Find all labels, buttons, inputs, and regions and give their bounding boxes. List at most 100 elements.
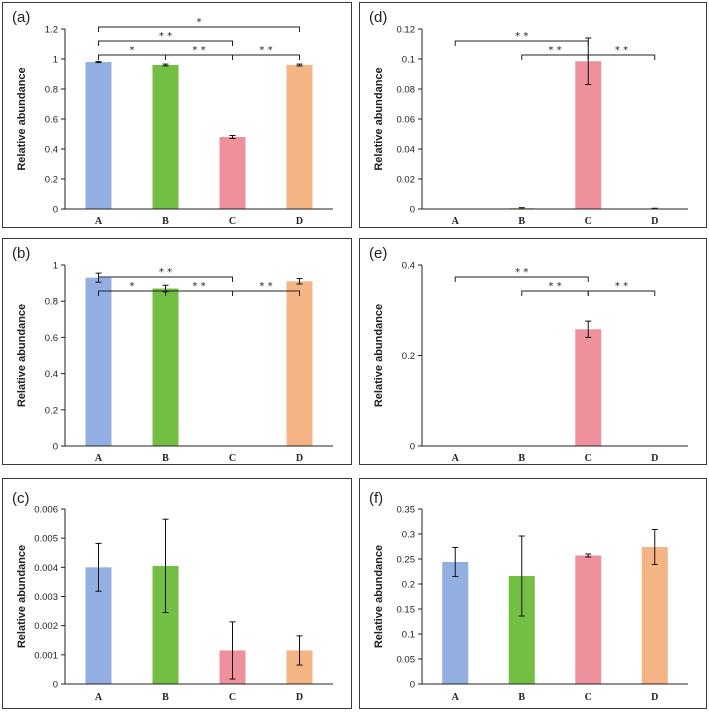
y-tick-label: 0.004 <box>34 563 58 574</box>
panel-b: (b) Relative abundance 0 0.2 0.4 0.6 0.8 1 A B C D *… <box>2 238 352 465</box>
significance-label: * * <box>192 45 205 56</box>
y-tick-label: 0.2 <box>45 405 58 416</box>
bar-c <box>575 555 602 684</box>
y-tick-label: 0.001 <box>34 650 58 661</box>
bar-c <box>219 137 246 209</box>
x-tick-label: A <box>452 453 460 464</box>
y-tick-label: 0.35 <box>397 505 416 516</box>
y-tick-label: 0.6 <box>45 115 58 126</box>
significance-label: * * <box>615 45 628 56</box>
y-tick-label: 0.4 <box>45 369 58 380</box>
y-tick-label: 0.3 <box>402 530 415 541</box>
y-tick-label: 1 <box>53 261 58 272</box>
y-tick-label: 0.25 <box>397 555 416 566</box>
x-tick-label: C <box>229 692 236 703</box>
bar-c <box>575 61 602 209</box>
significance-bracket <box>587 54 656 60</box>
x-tick-label: B <box>162 692 169 703</box>
significance-bracket <box>98 40 233 46</box>
x-tick-label: D <box>296 453 303 464</box>
x-tick-label: C <box>229 216 236 227</box>
chart-d: (d) Relative abundance 0 0.02 0.04 0.06 0.08 0.… <box>369 9 688 227</box>
y-tick-label: 0.02 <box>397 175 416 186</box>
bar-b <box>152 65 179 209</box>
x-tick-label: A <box>452 692 460 703</box>
y-tick-label: 0.04 <box>397 145 416 156</box>
panel-label: (a) <box>12 9 30 26</box>
y-tick-label: 0.2 <box>45 175 58 186</box>
bar-a <box>85 62 112 209</box>
bar-d <box>286 65 313 209</box>
x-tick-label: D <box>651 692 658 703</box>
x-tick-label: B <box>162 453 169 464</box>
panel-label: (e) <box>369 245 387 262</box>
bar-b <box>152 288 179 446</box>
significance-label: * * <box>259 45 272 56</box>
y-tick-label: 0.15 <box>397 605 416 616</box>
y-tick-label: 0.06 <box>397 115 416 126</box>
x-tick-label: D <box>296 692 303 703</box>
y-axis-label: Relative abundance <box>16 67 28 170</box>
y-tick-label: 0.006 <box>34 505 58 516</box>
x-tick-label: C <box>585 692 592 703</box>
y-tick-label: 0.003 <box>34 592 58 603</box>
significance-label: * * <box>548 45 561 56</box>
y-tick-label: 0.8 <box>45 297 58 308</box>
y-tick-label: 0.4 <box>45 145 58 156</box>
significance-bracket <box>232 54 300 60</box>
significance-label: * * <box>615 281 628 292</box>
y-tick-label: 0 <box>410 442 415 453</box>
x-tick-label: A <box>95 692 103 703</box>
y-axis-label: Relative abundance <box>373 304 385 407</box>
y-tick-label: 1 <box>53 55 58 66</box>
significance-label: * * <box>515 267 528 278</box>
x-tick-label: C <box>585 453 592 464</box>
y-tick-label: 0.1 <box>402 55 415 66</box>
y-axis-label: Relative abundance <box>373 545 385 648</box>
significance-label: * <box>197 17 202 28</box>
x-tick-label: B <box>162 216 169 227</box>
significance-bracket <box>454 40 589 46</box>
x-tick-label: C <box>229 453 236 464</box>
panel-label: (b) <box>12 245 30 262</box>
panel-label: (f) <box>369 490 383 507</box>
y-tick-label: 0.1 <box>402 630 415 641</box>
significance-bracket <box>454 276 589 282</box>
y-tick-label: 0 <box>53 442 58 453</box>
bar-a <box>442 562 469 684</box>
panel-f: (f) Relative abundance 0 0.05 0.1 0.15 0.2 0.25… <box>359 478 707 709</box>
x-tick-label: B <box>518 453 525 464</box>
y-tick-label: 0.8 <box>45 85 58 96</box>
y-tick-label: 0.12 <box>397 25 416 36</box>
significance-label: * * <box>192 281 205 292</box>
significance-bracket <box>98 276 233 282</box>
bar-a <box>85 277 112 446</box>
x-tick-label: A <box>95 216 103 227</box>
chart-b: (b) Relative abundance 0 0.2 0.4 0.6 0.8 1 A B C D *… <box>12 245 333 464</box>
x-tick-label: A <box>452 216 460 227</box>
significance-label: * <box>130 281 135 292</box>
y-tick-label: 0.002 <box>34 621 58 632</box>
bar-d <box>641 547 668 684</box>
y-axis-label: Relative abundance <box>16 304 28 407</box>
panel-c: (c) Relative abundance 0 0.001 0.002 0.003 0.0… <box>2 478 352 709</box>
panel-e: (e) Relative abundance 0 0.2 0.4 A B C D * * * * * … <box>359 238 707 465</box>
y-tick-label: 0.2 <box>402 580 415 591</box>
significance-label: * <box>130 45 135 56</box>
significance-label: * * <box>515 31 528 42</box>
y-tick-label: 0 <box>410 680 415 691</box>
y-axis-label: Relative abundance <box>16 545 28 648</box>
x-tick-label: D <box>651 453 658 464</box>
significance-bracket <box>587 290 656 296</box>
x-tick-label: D <box>651 216 658 227</box>
chart-a: (a) Relative abundance 0 0.2 0.4 0.6 0.8 1 1.2 A B… <box>12 9 333 227</box>
panel-d: (d) Relative abundance 0 0.02 0.04 0.06 0.08 0.… <box>359 2 707 228</box>
y-tick-label: 1.2 <box>45 25 58 36</box>
y-tick-label: 0 <box>53 205 58 216</box>
panel-label: (c) <box>12 490 30 507</box>
x-tick-label: B <box>518 216 525 227</box>
y-tick-label: 0.2 <box>402 351 415 362</box>
x-tick-label: C <box>585 216 592 227</box>
y-tick-label: 0.05 <box>397 655 416 666</box>
bar-c <box>575 329 602 446</box>
